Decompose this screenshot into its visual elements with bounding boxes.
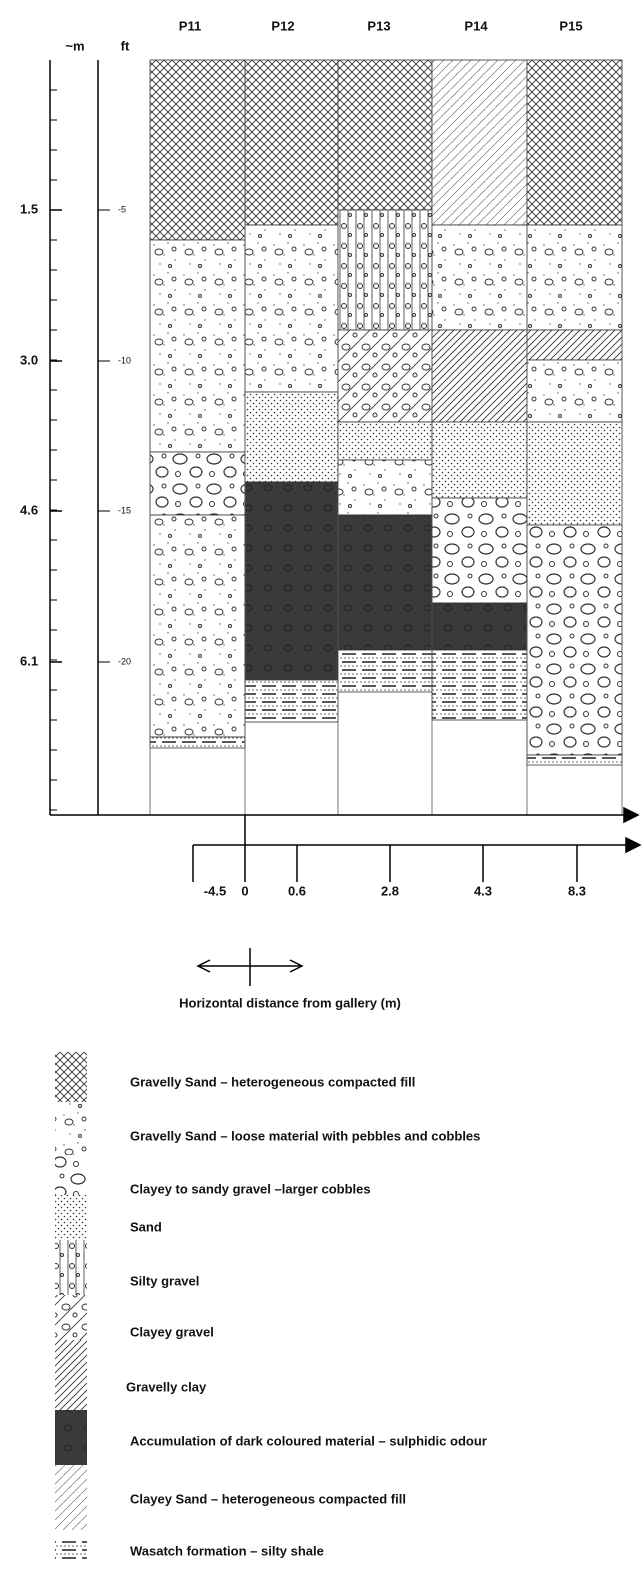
column-label: P13 bbox=[367, 18, 390, 33]
depth-ft-label: -20 bbox=[118, 656, 131, 666]
depth-ft-label: -5 bbox=[118, 204, 126, 214]
layer bbox=[526, 754, 623, 766]
legend-label: Wasatch formation – silty shale bbox=[130, 1543, 324, 1558]
m-label: ~m bbox=[65, 38, 84, 53]
layer bbox=[431, 497, 528, 604]
column-label: P14 bbox=[464, 18, 488, 33]
layer bbox=[526, 59, 623, 226]
legend-label: Clayey to sandy gravel –larger cobbles bbox=[130, 1181, 371, 1196]
layer bbox=[149, 59, 246, 241]
layer bbox=[149, 514, 246, 738]
distance-label: 0 bbox=[241, 883, 248, 898]
legend-label: Sand bbox=[130, 1219, 162, 1234]
depth-m-label: 3.0 bbox=[20, 352, 38, 367]
depth-m-label: 6.1 bbox=[20, 653, 38, 668]
legend-swatch bbox=[55, 1295, 87, 1340]
depth-m-label: 4.6 bbox=[20, 502, 38, 517]
legend-swatch bbox=[55, 1340, 87, 1410]
layer bbox=[244, 224, 339, 393]
layer bbox=[431, 59, 528, 226]
layer bbox=[244, 391, 339, 483]
legend-swatch bbox=[55, 1052, 87, 1102]
layer bbox=[337, 209, 433, 331]
layer bbox=[244, 59, 339, 226]
distance-label: -4.5 bbox=[204, 883, 226, 898]
layer bbox=[337, 459, 433, 516]
layers bbox=[149, 59, 623, 815]
legend-swatch bbox=[55, 1410, 87, 1465]
distance-label: 4.3 bbox=[474, 883, 492, 898]
layer bbox=[149, 239, 246, 453]
legend-swatch bbox=[55, 1465, 87, 1530]
legend-swatch bbox=[55, 1240, 87, 1295]
layer bbox=[337, 329, 433, 423]
layer bbox=[337, 59, 433, 211]
layer bbox=[526, 524, 623, 756]
layer bbox=[244, 679, 339, 723]
legend-label: Gravelly clay bbox=[126, 1379, 207, 1394]
layer bbox=[337, 421, 433, 461]
layer bbox=[431, 649, 528, 721]
layer bbox=[337, 514, 433, 651]
distance-label: 8.3 bbox=[568, 883, 586, 898]
column-label: P11 bbox=[179, 18, 201, 33]
layer bbox=[431, 602, 528, 651]
layer bbox=[337, 649, 433, 693]
layer bbox=[526, 329, 623, 361]
layer bbox=[149, 451, 246, 516]
layer bbox=[526, 359, 623, 423]
layer bbox=[431, 329, 528, 423]
legend-label: Accumulation of dark coloured material –… bbox=[130, 1433, 487, 1448]
distance-label: 2.8 bbox=[381, 883, 399, 898]
layer bbox=[431, 421, 528, 499]
legend-label: Clayey Sand – heterogeneous compacted fi… bbox=[130, 1491, 406, 1506]
legend-label: Silty gravel bbox=[130, 1273, 199, 1288]
legend-swatch bbox=[55, 1155, 87, 1195]
labels: ~m ft Horizontal distance from gallery (… bbox=[65, 38, 400, 1010]
layer bbox=[244, 481, 339, 681]
depth-ft-label: -15 bbox=[118, 505, 131, 515]
legend-label: Clayey gravel bbox=[130, 1324, 214, 1339]
column-label: P12 bbox=[271, 18, 294, 33]
legend-swatch bbox=[55, 1102, 87, 1155]
depth-ft-label: -10 bbox=[118, 355, 131, 365]
distance-label: 0.6 bbox=[288, 883, 306, 898]
layer bbox=[526, 421, 623, 526]
legend-label: Gravelly Sand – loose material with pebb… bbox=[130, 1128, 480, 1143]
depth-m-label: 1.5 bbox=[20, 201, 38, 216]
legend-label: Gravelly Sand – heterogeneous compacted … bbox=[130, 1074, 415, 1089]
layer bbox=[149, 736, 246, 749]
layer bbox=[431, 224, 528, 331]
axes bbox=[49, 60, 642, 986]
distance-title: Horizontal distance from gallery (m) bbox=[179, 995, 401, 1010]
layer bbox=[526, 224, 623, 331]
legend-swatch bbox=[55, 1540, 87, 1560]
legend-swatch bbox=[55, 1195, 87, 1240]
column-label: P15 bbox=[559, 18, 582, 33]
ft-label: ft bbox=[121, 38, 130, 53]
